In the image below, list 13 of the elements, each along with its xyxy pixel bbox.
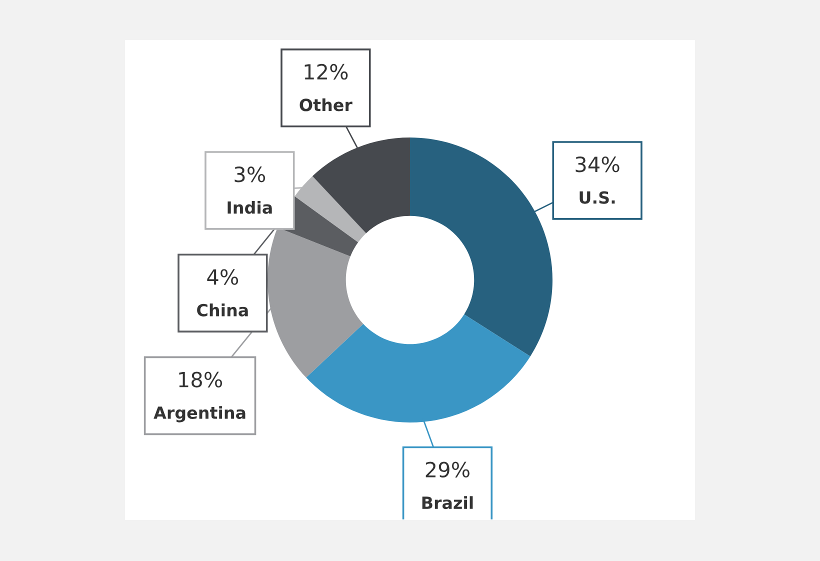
slice-label: China (197, 304, 248, 316)
slice-label: India (228, 200, 272, 214)
slice-label: Brazil (422, 496, 473, 510)
data-label: 29% (426, 462, 470, 478)
data-label: 18% (179, 372, 222, 388)
data-label: 4% (207, 269, 238, 285)
data-label: 3% (234, 166, 266, 182)
slice-label: Argentina (154, 406, 246, 422)
data-label: 12% (304, 64, 348, 80)
slice-label: U.S. (580, 191, 615, 204)
data-label: 34% (576, 156, 620, 172)
slice-label: Other (300, 98, 352, 112)
donut-slice (410, 138, 552, 356)
